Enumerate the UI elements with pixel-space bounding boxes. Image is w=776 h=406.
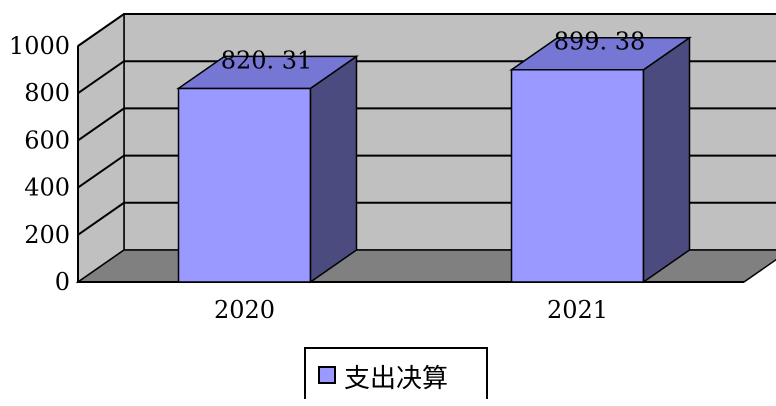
data-label: 820. 31 — [221, 46, 313, 74]
y-tick-label: 0 — [55, 268, 70, 296]
y-tick-label: 200 — [24, 221, 70, 249]
x-tick-label: 2020 — [214, 296, 275, 324]
legend-swatch — [318, 366, 336, 384]
side-wall — [77, 12, 125, 284]
data-label: 899. 38 — [554, 28, 646, 56]
y-tick-label: 400 — [24, 174, 70, 202]
legend: 支出决算 — [304, 347, 488, 399]
bar-front — [177, 87, 312, 283]
axes: 0 200 400 600 800 1000 — [9, 32, 744, 296]
labels: 820. 31 2020 899. 38 2021 — [214, 28, 645, 324]
y-tick-label: 600 — [24, 126, 70, 154]
y-tick-label: 1000 — [9, 32, 70, 60]
bar-side — [642, 36, 691, 284]
x-tick-label: 2021 — [547, 296, 608, 324]
bar-top — [176, 55, 359, 90]
bar-front — [510, 68, 645, 283]
bars — [176, 36, 692, 284]
bar-top — [509, 36, 692, 71]
legend-label: 支出决算 — [344, 364, 449, 394]
gridline — [77, 13, 776, 47]
y-tick-label: 800 — [24, 79, 70, 107]
bar-side — [309, 54, 358, 284]
